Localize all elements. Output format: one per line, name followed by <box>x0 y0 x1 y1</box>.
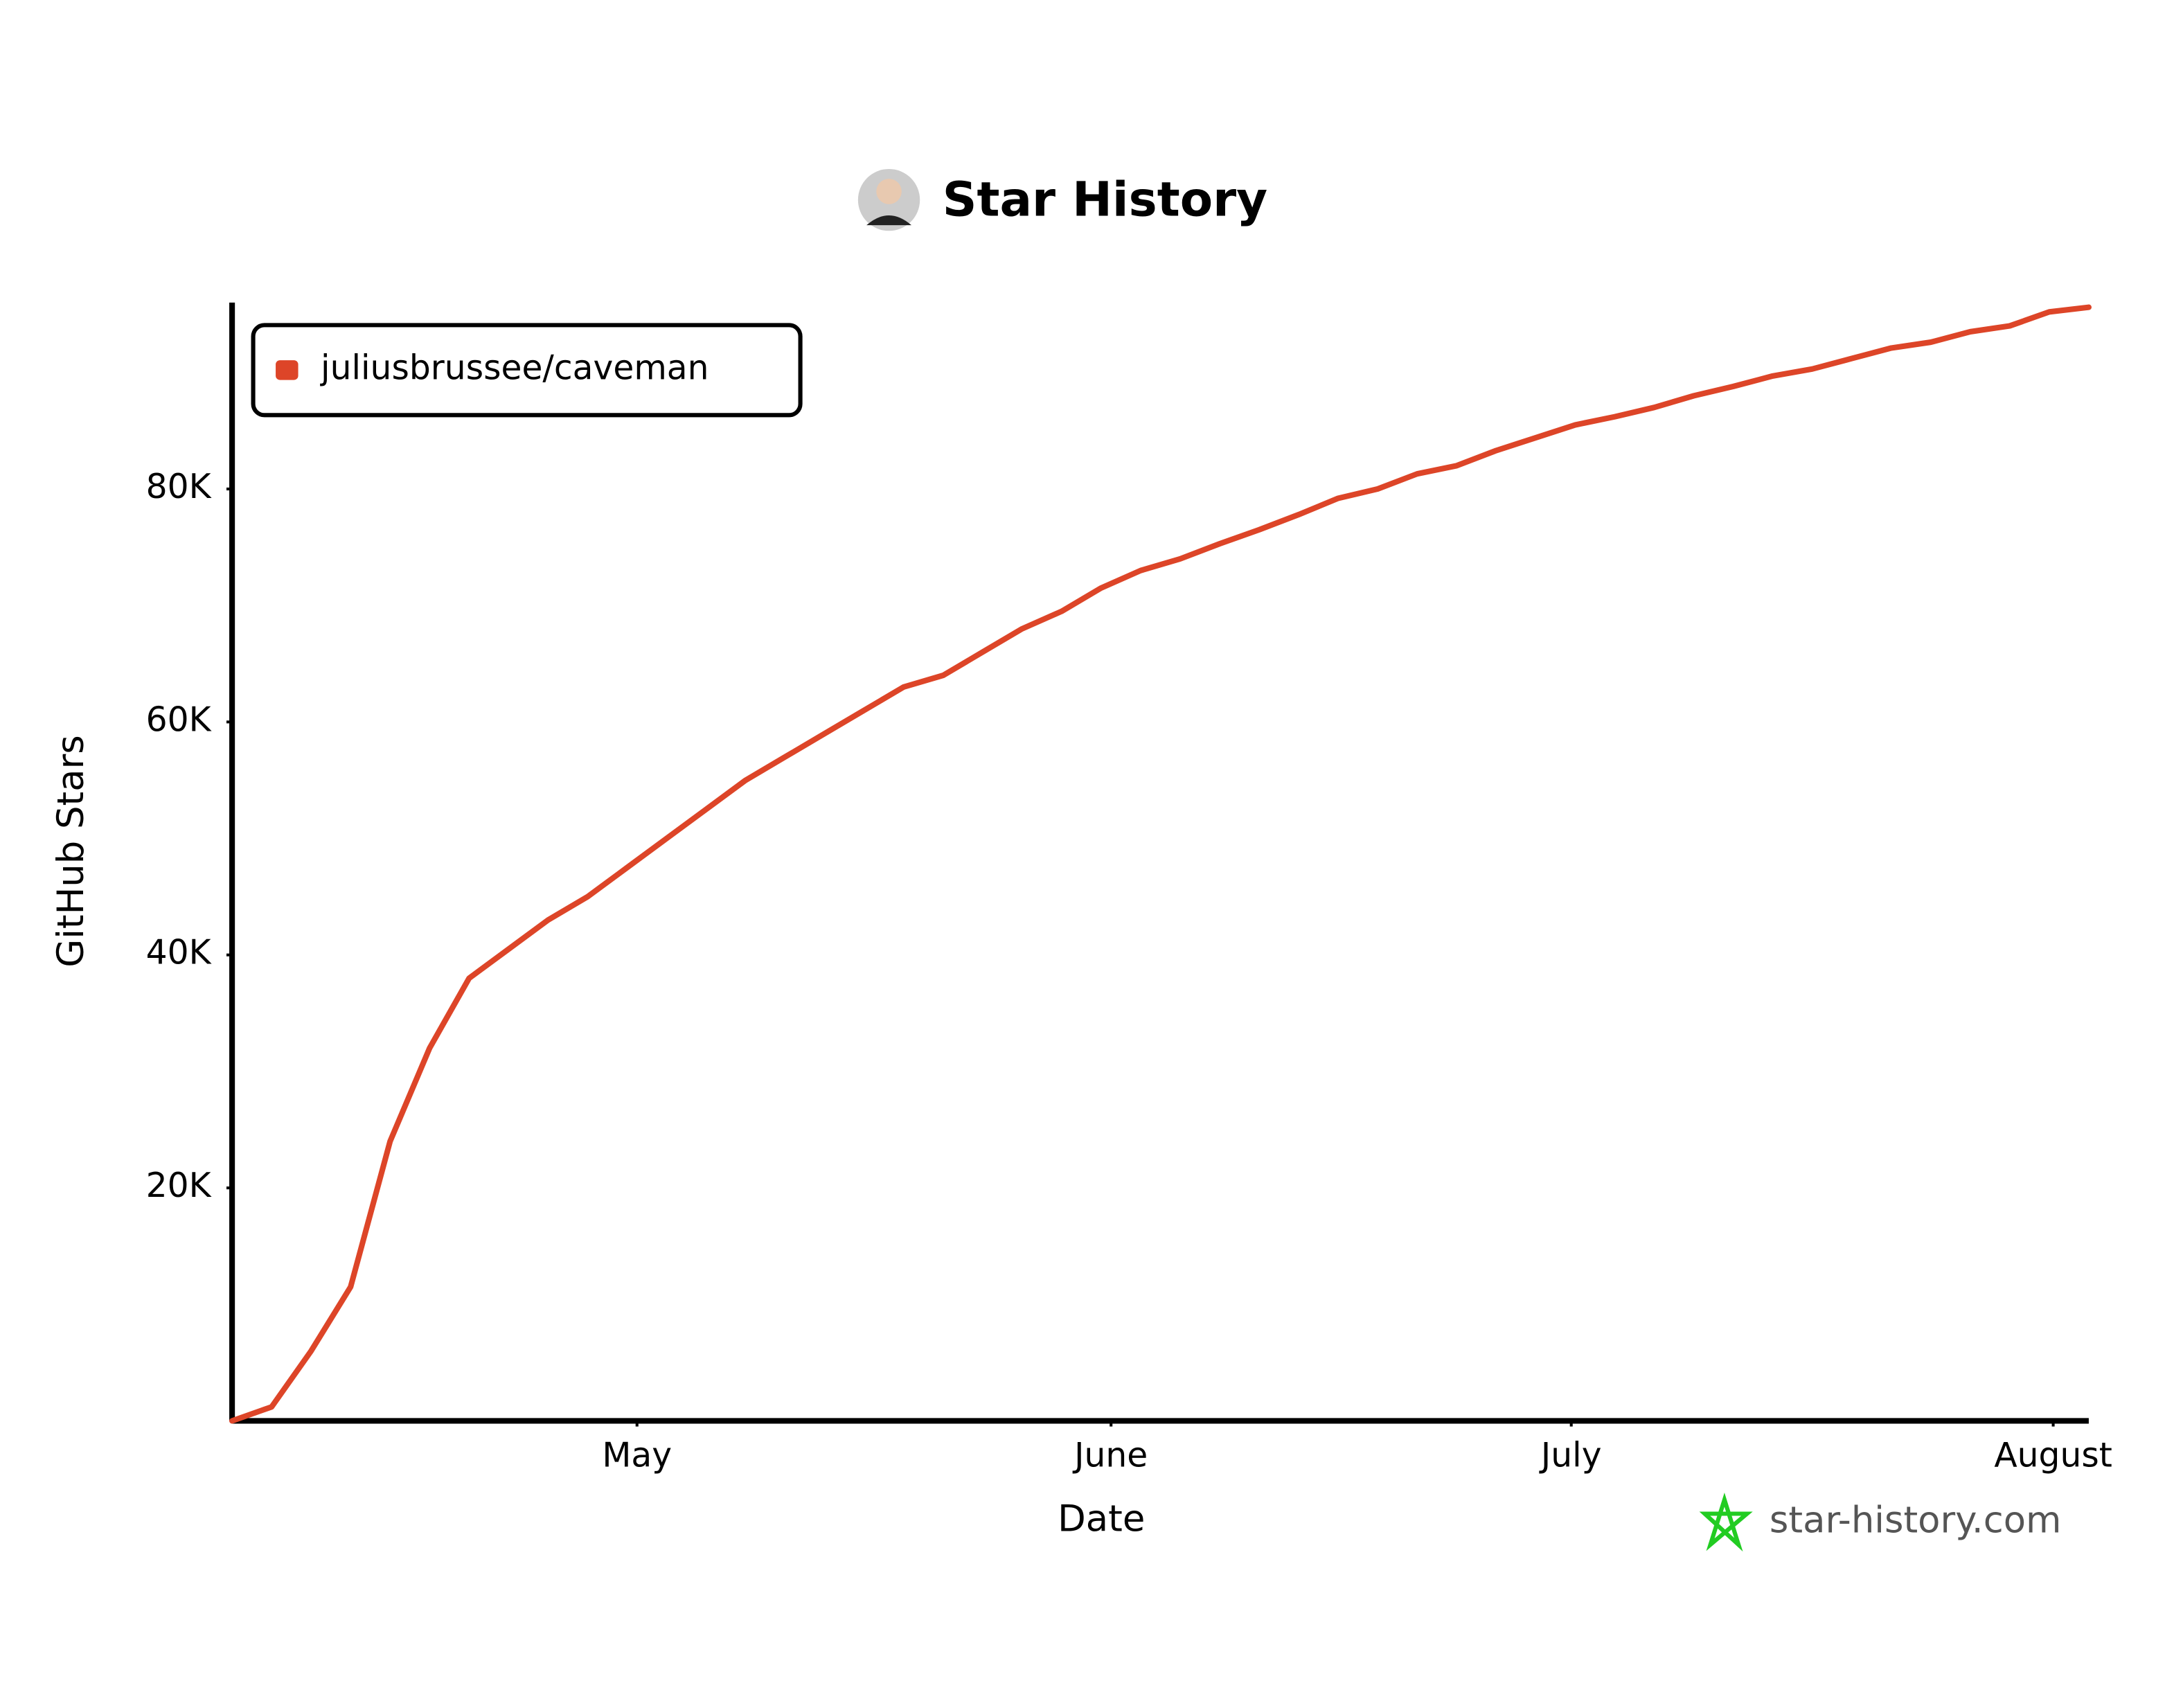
avatar-face <box>876 179 902 204</box>
x-tick-label: July <box>1539 1436 1602 1475</box>
legend-label: juliusbrussee/caveman <box>320 348 709 387</box>
legend-swatch <box>276 360 299 380</box>
x-tick-label: August <box>1994 1436 2112 1475</box>
y-tick-label: 40K <box>146 934 212 972</box>
logo-star <box>1699 1492 1753 1552</box>
chart-title: Star History <box>943 172 1267 228</box>
y-axis-label: GitHub Stars <box>50 735 92 968</box>
legend-box <box>251 323 803 418</box>
y-tick-label: 80K <box>146 468 212 506</box>
avatar-body <box>866 215 912 226</box>
line <box>229 304 2092 1424</box>
x-axis-label: Date <box>1058 1497 1145 1540</box>
watermark: star-history.com <box>1770 1499 2062 1541</box>
y-tick-label: 20K <box>146 1166 212 1205</box>
y-tick-label: 60K <box>146 700 212 739</box>
x-tick-label: June <box>1072 1436 1148 1475</box>
x-tick-label: May <box>602 1436 672 1475</box>
